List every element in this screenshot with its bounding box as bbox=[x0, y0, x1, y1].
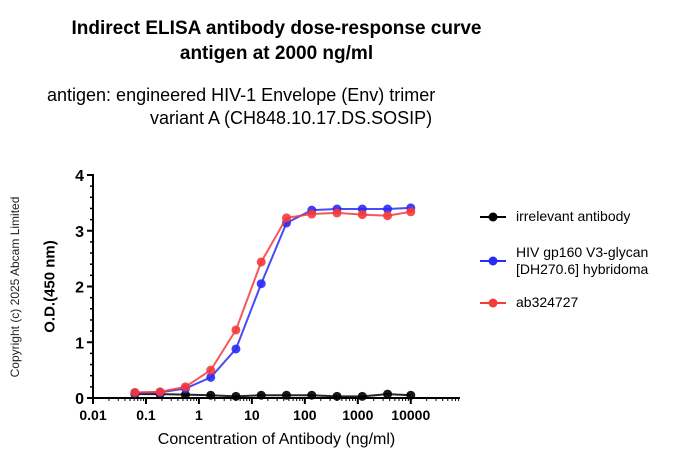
x-tick-label: 0.01 bbox=[79, 407, 106, 423]
data-point bbox=[206, 372, 216, 382]
data-point bbox=[231, 344, 241, 354]
legend-marker-blue-icon bbox=[480, 256, 506, 266]
data-point bbox=[130, 387, 140, 397]
data-point bbox=[332, 208, 342, 218]
chart-subtitle-line1: antigen: engineered HIV-1 Envelope (Env)… bbox=[47, 85, 436, 105]
x-tick-label: 100 bbox=[293, 407, 317, 423]
data-point bbox=[206, 365, 216, 375]
legend-label: HIV gp160 V3-glycan bbox=[516, 244, 649, 260]
data-point bbox=[406, 390, 416, 400]
data-point bbox=[357, 210, 367, 220]
chart-title-line2: antigen at 2000 ng/ml bbox=[179, 43, 374, 64]
series-line bbox=[134, 206, 411, 394]
data-point bbox=[357, 391, 367, 401]
data-point bbox=[383, 204, 393, 214]
legend-marker-red-icon bbox=[480, 298, 506, 308]
data-point bbox=[180, 382, 190, 392]
data-point bbox=[231, 325, 241, 335]
data-point bbox=[231, 391, 241, 401]
legend-label: [DH270.6] hybridoma bbox=[516, 261, 649, 277]
chart-title-line1: Indirect ELISA antibody dose-response cu… bbox=[71, 18, 482, 39]
y-tick-label: 0 bbox=[75, 391, 84, 408]
data-point bbox=[256, 390, 266, 400]
data-point bbox=[383, 389, 393, 399]
data-point bbox=[155, 387, 165, 397]
y-tick-label: 3 bbox=[75, 224, 84, 241]
x-tick-label: 1000 bbox=[342, 407, 373, 423]
data-point bbox=[256, 257, 266, 267]
x-axis-label: Concentration of Antibody (ng/ml) bbox=[157, 431, 396, 448]
series-line bbox=[134, 210, 411, 394]
legend-marker-black-icon bbox=[480, 212, 506, 222]
x-tick-label: 10000 bbox=[391, 407, 430, 423]
y-tick-label: 4 bbox=[75, 168, 84, 185]
x-tick-label: 10 bbox=[244, 407, 260, 423]
x-tick-label: 0.1 bbox=[136, 407, 156, 423]
y-tick-label: 2 bbox=[75, 280, 84, 297]
data-point bbox=[256, 279, 266, 289]
data-point bbox=[307, 209, 317, 219]
data-point bbox=[281, 390, 291, 400]
series-line bbox=[134, 393, 411, 398]
legend-label: ab324727 bbox=[516, 294, 579, 310]
data-point bbox=[206, 390, 216, 400]
data-point bbox=[383, 211, 393, 221]
data-point bbox=[332, 391, 342, 401]
data-point bbox=[307, 390, 317, 400]
data-point bbox=[281, 213, 291, 223]
data-point bbox=[406, 207, 416, 217]
chart-subtitle-line2: variant A (CH848.10.17.DS.SOSIP) bbox=[150, 108, 433, 128]
y-tick-label: 1 bbox=[75, 335, 84, 352]
legend-label: irrelevant antibody bbox=[516, 208, 631, 224]
x-tick-label: 1 bbox=[195, 407, 203, 423]
